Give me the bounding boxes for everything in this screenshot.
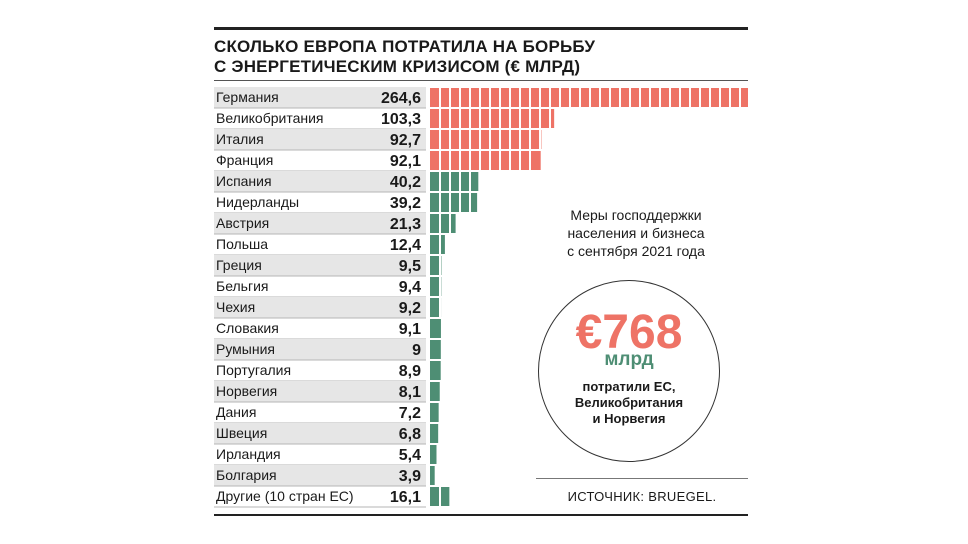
bar bbox=[430, 298, 442, 317]
row-shade bbox=[214, 87, 426, 108]
bar bbox=[430, 256, 442, 275]
value-label: 3,9 bbox=[399, 468, 421, 485]
category-label: Нидерланды bbox=[216, 194, 299, 210]
category-label: Испания bbox=[216, 173, 272, 189]
bar bbox=[430, 466, 435, 485]
value-label: 5,4 bbox=[399, 447, 421, 464]
category-label: Бельгия bbox=[216, 278, 268, 294]
info-line-1: Меры господдержки bbox=[570, 207, 702, 223]
value-label: 12,4 bbox=[390, 237, 421, 254]
value-label: 92,7 bbox=[390, 132, 421, 149]
info-line-2: населения и бизнеса bbox=[567, 225, 705, 241]
category-label: Польша bbox=[216, 236, 268, 252]
value-label: 9,4 bbox=[399, 279, 421, 296]
source-note: ИСТОЧНИК: BRUEGEL. bbox=[567, 489, 717, 504]
bar bbox=[430, 361, 441, 380]
value-label: 16,1 bbox=[390, 489, 421, 506]
category-label: Италия bbox=[216, 131, 264, 147]
bottom-rule bbox=[214, 514, 748, 516]
bar bbox=[430, 382, 440, 401]
total-caption: потратили ЕС, Великобритания и Норвегия bbox=[538, 379, 720, 427]
bar bbox=[430, 172, 479, 191]
bar bbox=[430, 109, 555, 128]
bar bbox=[430, 403, 439, 422]
bar bbox=[430, 235, 445, 254]
value-label: 7,2 bbox=[399, 405, 421, 422]
value-label: 264,6 bbox=[381, 90, 421, 107]
category-label: Болгария bbox=[216, 467, 277, 483]
bar bbox=[430, 445, 437, 464]
category-label: Португалия bbox=[216, 362, 291, 378]
value-label: 9,2 bbox=[399, 300, 421, 317]
value-label: 40,2 bbox=[390, 174, 421, 191]
total-circle bbox=[538, 280, 720, 462]
value-label: 6,8 bbox=[399, 426, 421, 443]
value-label: 9,1 bbox=[399, 321, 421, 338]
source-rule bbox=[536, 478, 748, 479]
title-line-1: СКОЛЬКО ЕВРОПА ПОТРАТИЛА НА БОРЬБУ bbox=[214, 37, 596, 56]
row-shade bbox=[214, 465, 426, 486]
value-label: 39,2 bbox=[390, 195, 421, 212]
title-line-2: С ЭНЕРГЕТИЧЕСКИМ КРИЗИСОМ (€ МЛРД) bbox=[214, 57, 581, 76]
category-label: Германия bbox=[216, 89, 279, 105]
row-shade bbox=[214, 213, 426, 234]
category-label: Ирландия bbox=[216, 446, 281, 462]
total-value: €768 bbox=[575, 306, 683, 359]
title-rule bbox=[214, 80, 748, 81]
value-label: 103,3 bbox=[381, 111, 421, 128]
bar bbox=[430, 277, 442, 296]
row-shade bbox=[214, 423, 426, 444]
category-label: Словакия bbox=[216, 320, 279, 336]
bar bbox=[430, 151, 541, 170]
value-label: 9 bbox=[412, 342, 421, 359]
info-text: Меры господдержки населения и бизнеса с … bbox=[536, 206, 736, 260]
category-label: Дания bbox=[216, 404, 256, 420]
total-unit: млрд bbox=[604, 349, 654, 370]
row-shade bbox=[214, 297, 426, 318]
value-label: 8,1 bbox=[399, 384, 421, 401]
row-shade bbox=[214, 171, 426, 192]
category-label: Великобритания bbox=[216, 110, 324, 126]
bar bbox=[430, 214, 456, 233]
caption-line-1: потратили ЕС, bbox=[582, 379, 676, 394]
row-shade bbox=[214, 339, 426, 360]
value-label: 21,3 bbox=[390, 216, 421, 233]
category-label: Чехия bbox=[216, 299, 255, 315]
caption-line-2: Великобритания bbox=[574, 395, 684, 410]
bar bbox=[430, 340, 441, 359]
bar bbox=[430, 319, 441, 338]
row-shade bbox=[214, 129, 426, 150]
row-shade bbox=[214, 255, 426, 276]
category-label: Греция bbox=[216, 257, 262, 273]
chart-title: СКОЛЬКО ЕВРОПА ПОТРАТИЛА НА БОРЬБУ С ЭНЕ… bbox=[214, 37, 748, 77]
category-label: Румыния bbox=[216, 341, 275, 357]
bar bbox=[430, 130, 542, 149]
category-label: Другие (10 стран ЕС) bbox=[216, 488, 354, 504]
caption-line-3: и Норвегия bbox=[592, 411, 666, 426]
category-label: Норвегия bbox=[216, 383, 277, 399]
category-label: Австрия bbox=[216, 215, 269, 231]
bar bbox=[430, 193, 478, 212]
category-label: Швеция bbox=[216, 425, 267, 441]
info-line-3: с сентября 2021 года bbox=[567, 243, 705, 259]
top-rule bbox=[214, 27, 748, 30]
value-label: 92,1 bbox=[390, 153, 421, 170]
value-label: 8,9 bbox=[399, 363, 421, 380]
row-shade bbox=[214, 381, 426, 402]
value-label: 9,5 bbox=[399, 258, 421, 275]
category-label: Франция bbox=[216, 152, 273, 168]
bar bbox=[430, 424, 439, 443]
